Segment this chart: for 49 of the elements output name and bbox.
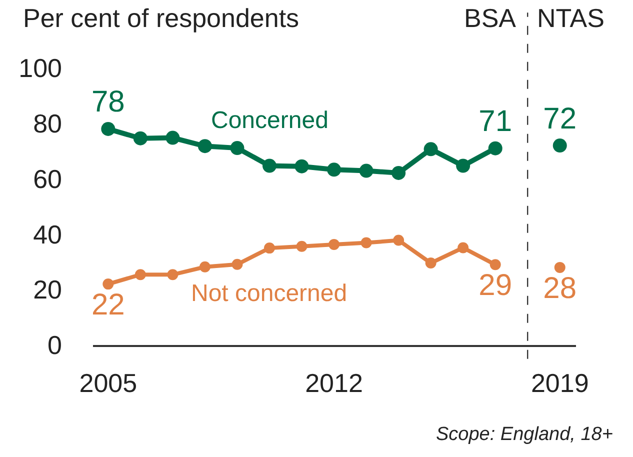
point: [424, 142, 438, 156]
point: [392, 166, 406, 180]
point: [490, 259, 501, 270]
x-tick-label: 2019: [530, 368, 589, 398]
y-tick-label: 20: [33, 274, 62, 305]
y-tick-label: 0: [48, 330, 62, 360]
point: [166, 130, 180, 145]
point: [230, 141, 244, 156]
y-tick-label: 40: [33, 219, 62, 250]
point: [133, 131, 148, 146]
point: [264, 242, 275, 254]
point: [294, 159, 309, 174]
point: [393, 234, 404, 246]
y-tick-label: 60: [33, 164, 62, 194]
y-tick-label: 100: [18, 53, 62, 84]
point: [327, 162, 342, 177]
text: NTAS: [537, 3, 604, 33]
point: [359, 164, 374, 178]
point: [102, 278, 114, 290]
point: [425, 258, 436, 269]
point: [360, 237, 372, 248]
point: [134, 269, 146, 280]
series-label: Concerned: [211, 107, 328, 134]
data-label: 28: [543, 272, 577, 305]
point: [552, 138, 567, 153]
text: Scope: England, 18+: [436, 424, 613, 445]
x-tick-label: 2005: [79, 368, 138, 398]
y-tick-label: 80: [33, 108, 62, 138]
point: [198, 139, 212, 154]
point: [167, 269, 178, 280]
data-label: 22: [91, 288, 125, 322]
data-label: 78: [91, 86, 125, 119]
point: [199, 261, 210, 272]
point: [456, 158, 470, 173]
point: [458, 242, 469, 254]
point: [328, 238, 340, 250]
point: [262, 158, 276, 173]
series-label: Not concerned: [191, 280, 348, 307]
text: BSA: [464, 3, 517, 33]
point: [488, 141, 502, 156]
data-label: 71: [478, 105, 512, 138]
point: [296, 240, 308, 252]
y-axis-title: Per cent of respondents: [23, 3, 300, 33]
point: [554, 262, 566, 273]
point: [232, 258, 243, 270]
data-label: 72: [543, 102, 577, 136]
point: [101, 122, 116, 136]
x-tick-label: 2012: [305, 368, 363, 398]
data-label: 29: [478, 269, 512, 302]
